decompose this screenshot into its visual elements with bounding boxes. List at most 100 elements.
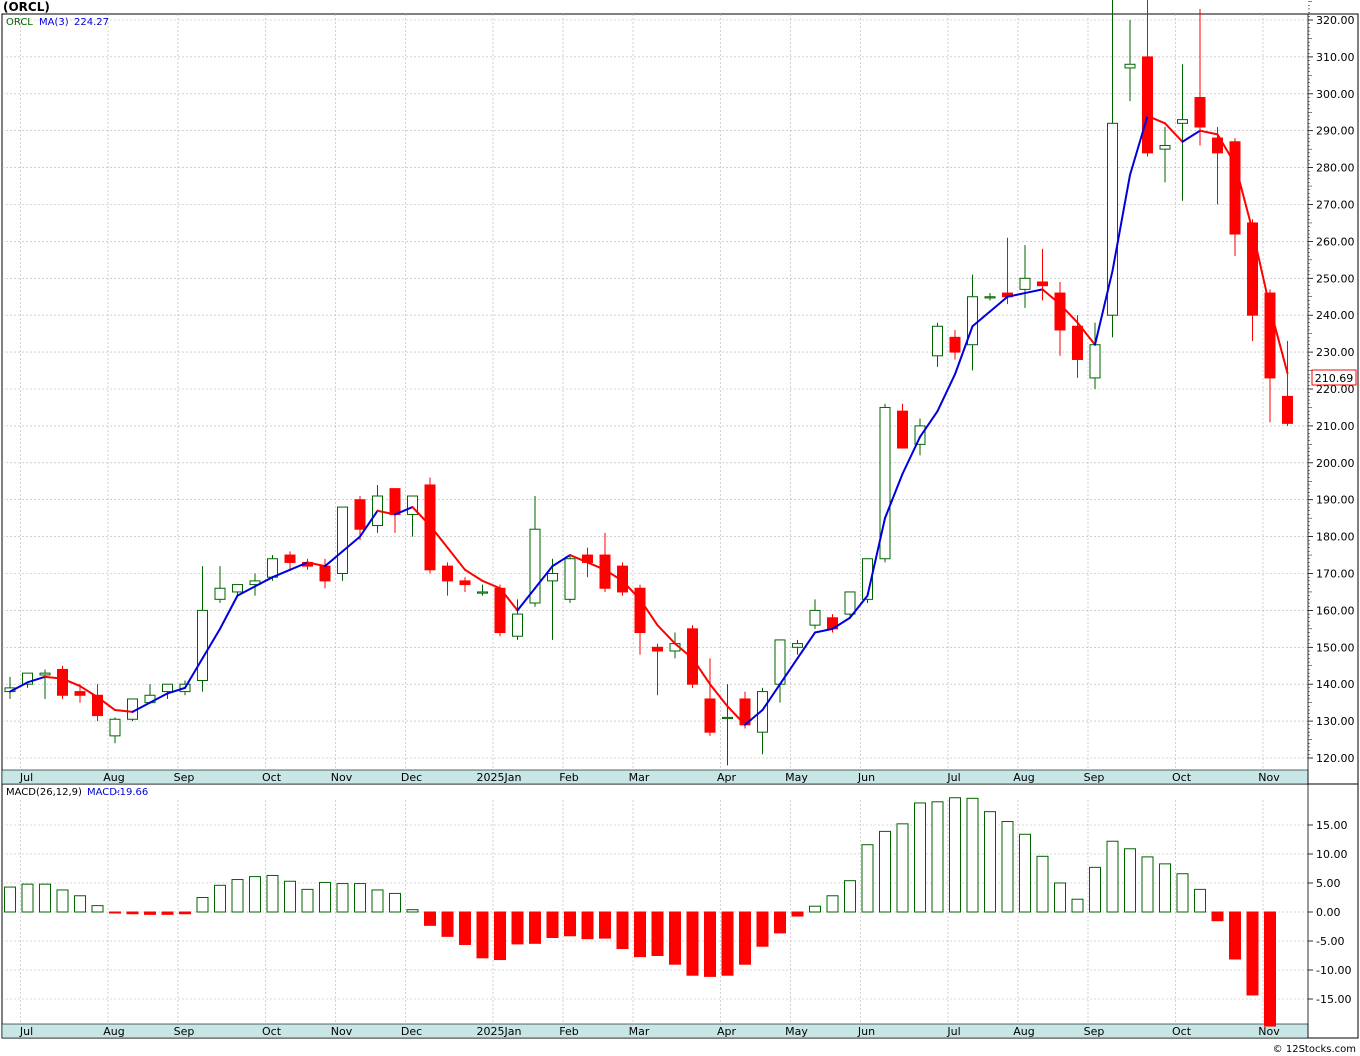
candle-body-down [354,499,366,530]
month-label: Sep [174,771,195,784]
candle-body-up [984,296,996,299]
ma-segment [1059,303,1079,324]
candle-body-up [109,718,121,737]
ma-segment [184,657,204,689]
macd-bar-negative [651,911,664,956]
ma-segment [1199,129,1219,136]
candle-body-down [634,587,646,634]
macd-tick-label: 10.00 [1316,848,1348,861]
macd-bar-negative [476,911,489,959]
month-label: Nov [1258,771,1280,784]
macd-bar-positive [879,830,891,913]
ma-segment [604,568,624,582]
ma-segment [551,554,571,568]
candle-body-down [74,691,86,696]
ma-segment [674,642,694,660]
candle-body-up [529,528,541,604]
month-label: Jun [857,1025,875,1038]
ma-segment [254,576,274,588]
price-tick-label: 150.00 [1316,641,1355,654]
macd-bar-negative [1229,911,1241,960]
ma-segment [709,683,729,708]
chart-title: (ORCL) [3,0,50,14]
macd-bar-negative [1211,911,1224,922]
ma-segment [691,657,711,686]
month-label: Mar [629,771,650,784]
ma-segment [446,546,466,571]
moving-average-line [9,114,1289,726]
price-axis-ticks: 120.00 130.00 140.00 150.00 160.00 170.00 180.… [1308,1,1355,765]
ma-segment [201,627,221,660]
candle-body-down [1054,292,1066,331]
month-label: Jul [19,1025,33,1038]
macd-bar-negative [494,911,506,961]
candle-body-down [92,694,103,717]
price-tick-label: 250.00 [1316,272,1355,285]
macd-bar-positive [74,895,86,913]
month-label: Feb [559,1025,578,1038]
candle-body-up [407,495,418,515]
candle-body-up [547,573,558,582]
candle-body-up [39,672,51,676]
ma-segment [516,587,536,612]
macd-bar-positive [1194,888,1206,913]
candle-body-up [1124,63,1136,69]
candle-body-down [897,410,908,449]
price-tick-label: 280.00 [1316,162,1355,175]
ma-segment [639,598,659,627]
ma-segment [429,524,449,549]
ma-segment [376,509,396,516]
ma-segment [831,616,851,630]
macd-bar-positive [56,889,69,913]
ma-segment [289,561,309,571]
ma-segment [1041,288,1061,306]
macd-bar-positive [1036,855,1049,913]
candle-body-down [319,565,331,582]
ma-segment [971,310,991,328]
ma-segment [1181,129,1201,143]
macd-bar-negative [459,911,471,945]
month-label: Aug [103,771,124,784]
macd-bar-negative [529,911,541,944]
ma-segment [1216,133,1236,165]
ma-segment [726,705,746,726]
candle-body-up [722,716,733,720]
macd-bar-negative [161,911,174,915]
candle-body-up [197,609,208,682]
price-tick-label: 260.00 [1316,235,1355,248]
candle-body-down [949,336,961,353]
macd-bar-negative [424,911,436,926]
month-label: Dec [401,1025,422,1038]
last-price-tag: 210.69 [1315,372,1354,385]
ma-segment [79,685,99,699]
candle-body-down [704,698,716,733]
macd-tick-label: 5.00 [1316,877,1341,890]
macd-bar-positive [354,883,366,913]
macd-bar-negative [546,911,559,939]
footer-credit: © 12Stocks.com [1273,1044,1356,1055]
month-axis-labels: Jul Jul Aug Aug Sep Sep Oct Oct Nov Nov Dec Dec 2025… [19,771,1280,1038]
candle-body-up [232,584,243,593]
price-tick-label: 130.00 [1316,715,1355,728]
macd-axis-ticks: -15.00 -10.00 -5.00 0.00 5.00 10.00 15.00 [1308,819,1351,1006]
macd-bar-negative [581,911,594,940]
month-label: Aug [1013,771,1034,784]
macd-bar-positive [231,879,244,913]
ma-segment [324,550,344,568]
ma-segment [1164,122,1184,143]
macd-bar-positive [1001,821,1014,913]
month-label: Mar [629,1025,650,1038]
macd-bar-negative [756,911,769,947]
ma-segment [1234,162,1254,232]
candle-body-down [1072,325,1083,360]
macd-legend-hist-value: -19.66 [116,787,148,798]
candle-body-up [844,591,856,615]
price-legend-symbol: ORCL [6,17,33,28]
macd-bar-negative [721,911,734,976]
candle-body-up [1019,277,1031,290]
month-label: Oct [262,1025,282,1038]
ma-segment [1076,321,1096,346]
ma-segment [569,554,589,564]
macd-tick-label: -10.00 [1316,964,1351,977]
candle-body-down [389,488,401,515]
